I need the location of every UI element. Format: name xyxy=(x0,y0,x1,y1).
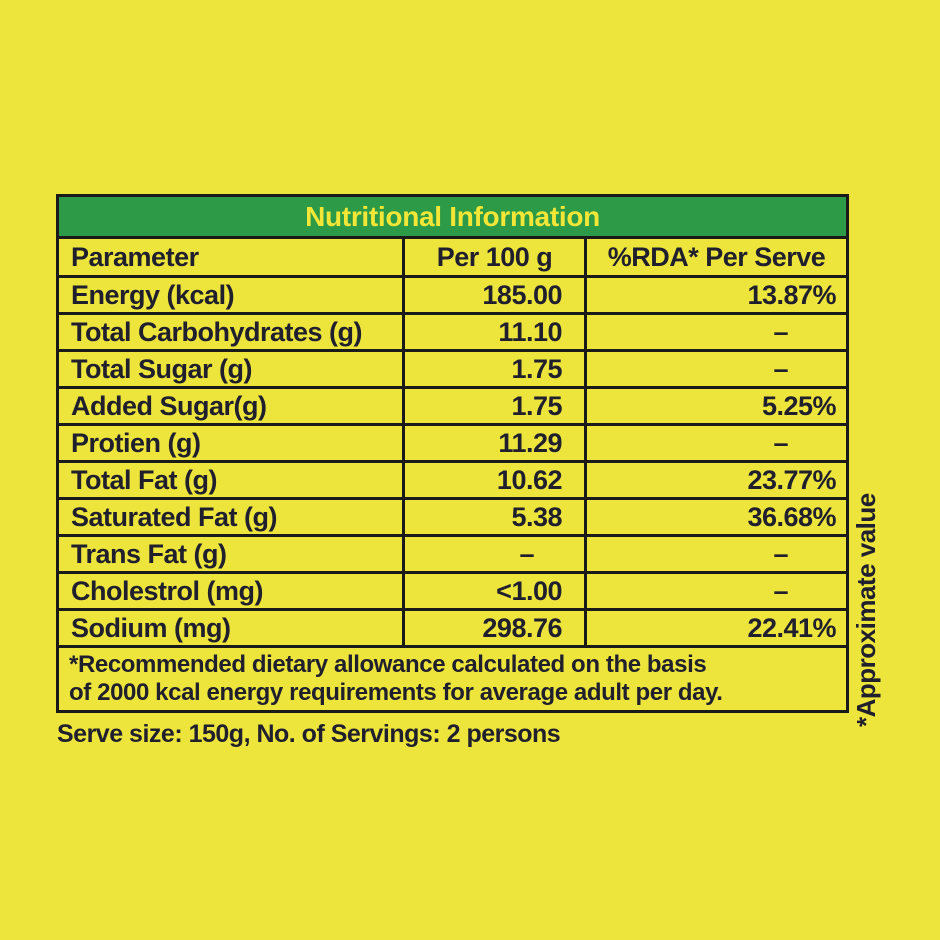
nutrition-label: Nutritional Information Parameter Per 10… xyxy=(55,194,850,749)
column-header-parameter: Parameter xyxy=(56,236,405,278)
row-rda-value: – xyxy=(583,349,850,389)
row-rda-value: 23.77% xyxy=(583,460,850,500)
serve-size-info: Serve size: 150g, No. of Servings: 2 per… xyxy=(57,720,561,748)
row-rda-value: 13.87% xyxy=(583,275,850,315)
row-per100-value: 298.76 xyxy=(402,608,587,648)
rda-footnote-line1: *Recommended dietary allowance calculate… xyxy=(69,651,707,678)
row-per100-value: 11.29 xyxy=(402,423,587,463)
row-per100-value: 5.38 xyxy=(402,497,587,537)
row-per100-value: 185.00 xyxy=(402,275,587,315)
row-rda-value: 5.25% xyxy=(583,386,850,426)
row-label: Cholestrol (mg) xyxy=(56,571,405,611)
row-label: Energy (kcal) xyxy=(56,275,405,315)
row-label: Trans Fat (g) xyxy=(56,534,405,574)
row-rda-value: – xyxy=(583,423,850,463)
table-row: Total Sugar (g) 1.75 – xyxy=(56,349,850,389)
column-header-rda-per-serve: %RDA* Per Serve xyxy=(583,236,850,278)
row-per100-value: – xyxy=(402,534,587,574)
row-per100-value: <1.00 xyxy=(402,571,587,611)
row-rda-value: – xyxy=(583,312,850,352)
table-header-row: Parameter Per 100 g %RDA* Per Serve xyxy=(56,236,850,278)
row-label: Protien (g) xyxy=(56,423,405,463)
row-label: Total Carbohydrates (g) xyxy=(56,312,405,352)
row-per100-value: 11.10 xyxy=(402,312,587,352)
row-rda-value: – xyxy=(583,534,850,574)
row-rda-value: – xyxy=(583,571,850,611)
table-row: Total Fat (g) 10.62 23.77% xyxy=(56,460,850,500)
table-row: Cholestrol (mg) <1.00 – xyxy=(56,571,850,611)
table-row: Total Carbohydrates (g) 11.10 – xyxy=(56,312,850,352)
row-label: Added Sugar(g) xyxy=(56,386,405,426)
row-label: Total Sugar (g) xyxy=(56,349,405,389)
row-label: Saturated Fat (g) xyxy=(56,497,405,537)
row-rda-value: 22.41% xyxy=(583,608,850,648)
row-per100-value: 1.75 xyxy=(402,386,587,426)
table-row: Energy (kcal) 185.00 13.87% xyxy=(56,275,850,315)
row-label: Total Fat (g) xyxy=(56,460,405,500)
nutrition-table: Nutritional Information Parameter Per 10… xyxy=(55,194,850,713)
approximate-value-note: *Approximate value xyxy=(851,493,881,727)
table-row: Added Sugar(g) 1.75 5.25% xyxy=(56,386,850,426)
row-per100-value: 1.75 xyxy=(402,349,587,389)
table-row: Protien (g) 11.29 – xyxy=(56,423,850,463)
rda-footnote-line2: of 2000 kcal energy requirements for ave… xyxy=(69,679,723,706)
rda-footnote: *Recommended dietary allowance calculate… xyxy=(55,645,850,713)
row-per100-value: 10.62 xyxy=(402,460,587,500)
table-row: Trans Fat (g) – – xyxy=(56,534,850,574)
table-row: Saturated Fat (g) 5.38 36.68% xyxy=(56,497,850,537)
table-title: Nutritional Information xyxy=(55,194,850,239)
table-footnote-row: *Recommended dietary allowance calculate… xyxy=(55,645,850,713)
row-label: Sodium (mg) xyxy=(56,608,405,648)
table-title-row: Nutritional Information xyxy=(55,194,850,239)
row-rda-value: 36.68% xyxy=(583,497,850,537)
table-row: Sodium (mg) 298.76 22.41% xyxy=(56,608,850,648)
column-header-per-100g: Per 100 g xyxy=(402,236,587,278)
